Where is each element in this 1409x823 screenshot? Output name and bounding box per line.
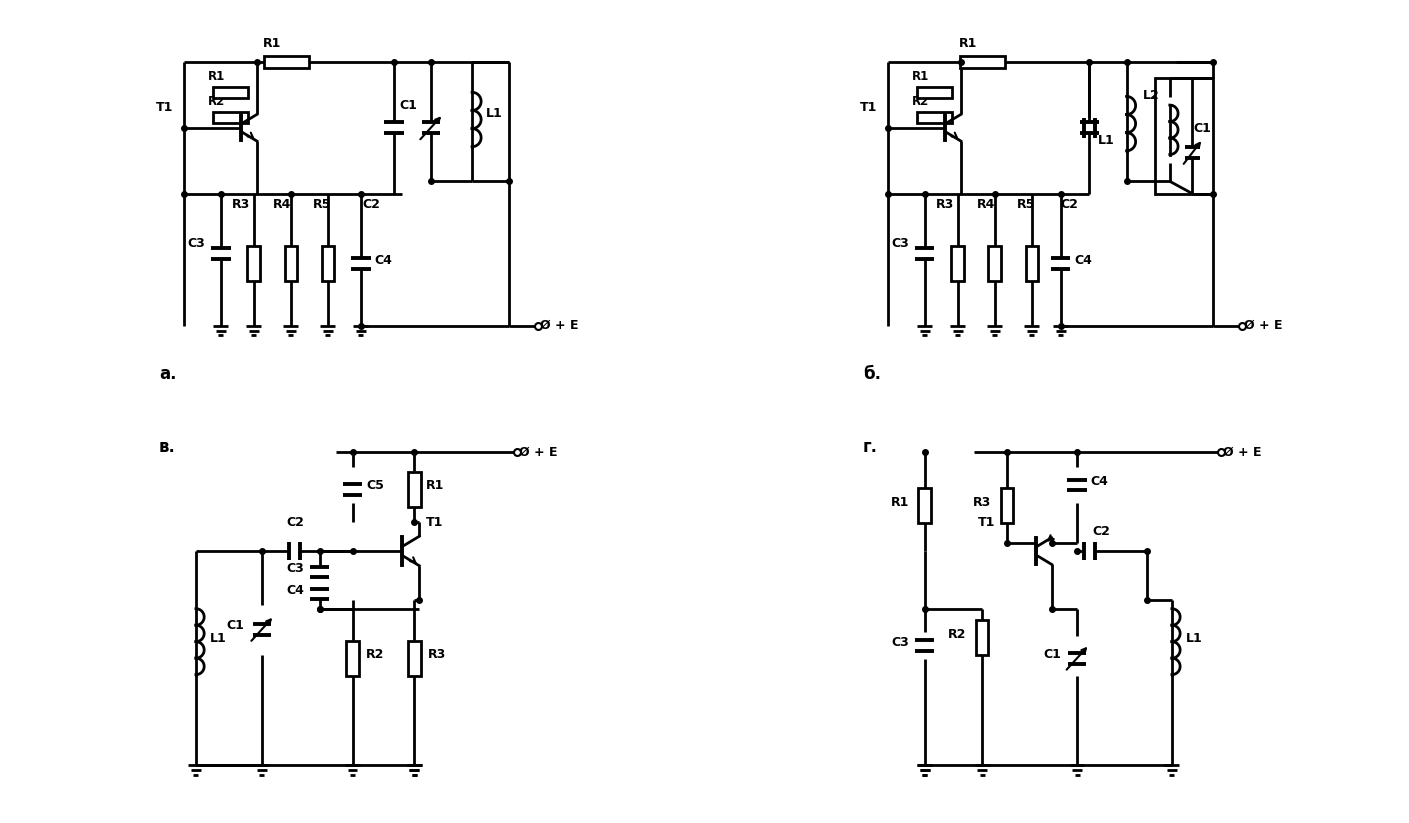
Text: R2: R2 (912, 95, 929, 108)
Text: T1: T1 (861, 101, 878, 114)
Bar (347, 640, 359, 676)
Text: L1: L1 (1098, 134, 1115, 147)
Text: C1: C1 (1193, 122, 1212, 135)
Text: в.: в. (159, 438, 176, 456)
Text: C4: C4 (375, 253, 392, 267)
Text: C3: C3 (890, 237, 909, 250)
Bar (248, 246, 259, 281)
Bar (409, 472, 420, 507)
Text: C3: C3 (187, 237, 204, 250)
Text: L2: L2 (1143, 89, 1160, 102)
Text: г.: г. (862, 438, 878, 456)
Text: C4: C4 (1074, 253, 1092, 267)
Text: Ø + E: Ø + E (520, 445, 558, 458)
Text: R3: R3 (232, 198, 251, 212)
Text: C5: C5 (366, 479, 385, 492)
Bar (919, 488, 931, 523)
Text: T1: T1 (156, 101, 173, 114)
Text: C1: C1 (1044, 649, 1061, 661)
Bar (285, 246, 297, 281)
Text: C4: C4 (286, 584, 304, 597)
Text: Ø + E: Ø + E (1244, 319, 1282, 332)
Text: R3: R3 (936, 198, 954, 212)
Text: R2: R2 (209, 95, 225, 108)
Bar (951, 246, 964, 281)
Bar (976, 620, 989, 655)
Text: R1: R1 (912, 70, 929, 83)
Text: R3: R3 (428, 649, 447, 661)
Text: C3: C3 (890, 636, 909, 649)
Text: R1: R1 (958, 37, 976, 50)
Text: C2: C2 (1093, 524, 1110, 537)
Text: R4: R4 (273, 198, 292, 212)
Text: R1: R1 (426, 479, 444, 492)
Text: C4: C4 (1091, 475, 1109, 488)
Text: C2: C2 (286, 516, 304, 529)
Text: C2: C2 (1060, 198, 1078, 212)
Text: R1: R1 (209, 70, 225, 83)
Bar (409, 640, 420, 676)
Text: T1: T1 (427, 516, 444, 529)
Text: C3: C3 (286, 561, 304, 574)
Text: R3: R3 (974, 495, 992, 509)
Text: R1: R1 (263, 37, 282, 50)
Bar (1155, 78, 1213, 193)
Bar (960, 56, 1005, 68)
Text: R5: R5 (313, 198, 331, 212)
Text: C1: C1 (225, 620, 244, 632)
Text: C1: C1 (399, 100, 417, 112)
Bar (321, 246, 334, 281)
Text: C2: C2 (362, 198, 380, 212)
Bar (1000, 488, 1013, 523)
Text: R1: R1 (890, 495, 909, 509)
Text: T1: T1 (978, 516, 995, 529)
Text: a.: a. (159, 365, 176, 384)
Text: L1: L1 (210, 632, 227, 644)
Text: б.: б. (862, 365, 881, 384)
Text: L1: L1 (1186, 632, 1203, 644)
Text: R5: R5 (1016, 198, 1034, 212)
Text: Ø + E: Ø + E (540, 319, 579, 332)
Bar (1026, 246, 1038, 281)
Text: R2: R2 (366, 649, 385, 661)
Bar (213, 112, 248, 123)
Text: Ø + E: Ø + E (1223, 445, 1262, 458)
Bar (263, 56, 309, 68)
Text: R2: R2 (948, 628, 967, 640)
Bar (917, 112, 952, 123)
Text: L1: L1 (486, 108, 503, 120)
Text: R4: R4 (978, 198, 996, 212)
Bar (917, 87, 952, 99)
Bar (213, 87, 248, 99)
Bar (989, 246, 1000, 281)
